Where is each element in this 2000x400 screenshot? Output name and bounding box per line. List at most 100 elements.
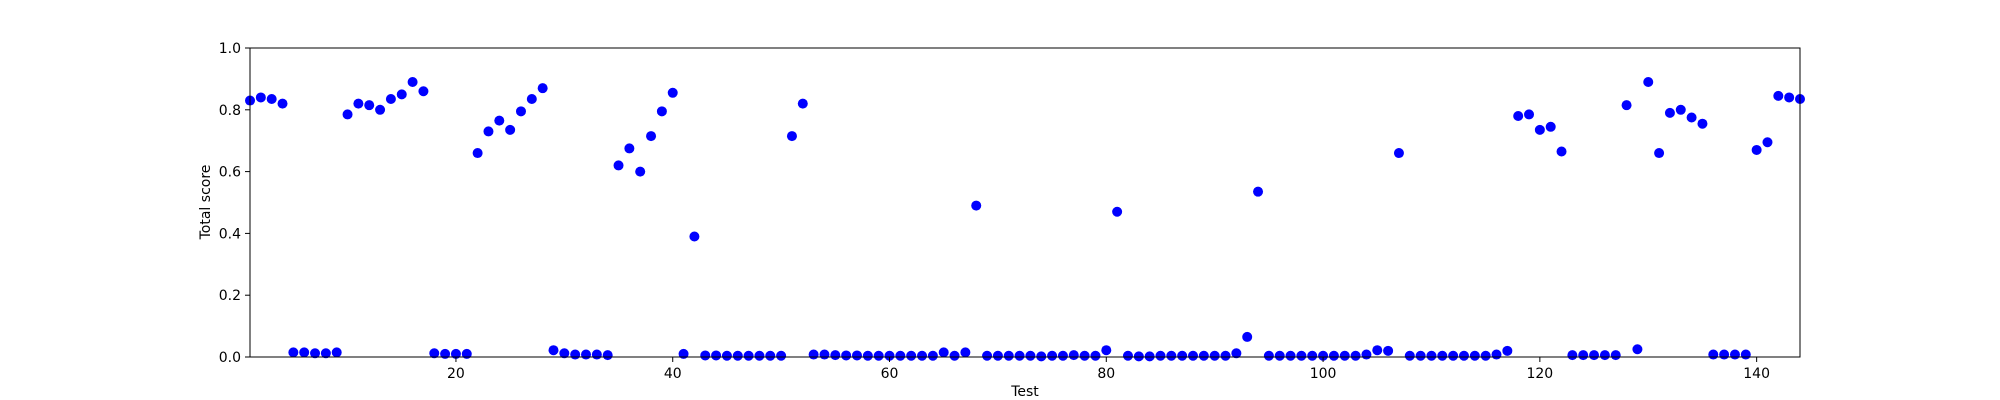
data-point (1448, 350, 1459, 361)
data-point (1415, 350, 1426, 361)
y-tick-label: 0.6 (219, 165, 241, 181)
data-point (494, 115, 505, 126)
data-point (320, 348, 331, 359)
data-point (1155, 350, 1166, 361)
data-point (1318, 350, 1329, 361)
data-point (1404, 350, 1415, 361)
data-point (841, 350, 852, 361)
y-tick-label: 0.0 (219, 350, 241, 366)
data-point (992, 350, 1003, 361)
data-point (949, 350, 960, 361)
data-point (1740, 349, 1751, 360)
data-point (960, 347, 971, 358)
x-tick-label: 60 (881, 366, 899, 382)
data-point (1664, 107, 1675, 118)
data-point (938, 347, 949, 358)
x-axis-label: Test (1010, 384, 1039, 400)
data-point (743, 350, 754, 361)
data-point (591, 349, 602, 360)
data-point (862, 350, 873, 361)
y-tick-label: 0.2 (219, 288, 241, 304)
data-point (1621, 100, 1632, 111)
data-point (299, 347, 310, 358)
data-point (1144, 351, 1155, 362)
data-point (1708, 349, 1719, 360)
y-tick-label: 0.4 (219, 226, 241, 242)
data-point (917, 350, 928, 361)
data-point (1079, 350, 1090, 361)
data-point (808, 349, 819, 360)
data-point (266, 93, 277, 104)
data-point (754, 350, 765, 361)
data-point (765, 350, 776, 361)
data-point (1068, 350, 1079, 361)
data-point (1534, 124, 1545, 135)
x-tick-label: 140 (1743, 366, 1770, 382)
data-point (288, 347, 299, 358)
data-point (819, 349, 830, 360)
data-point (1762, 137, 1773, 148)
data-point (689, 231, 700, 242)
data-point (732, 350, 743, 361)
data-point (310, 348, 321, 359)
data-point (472, 148, 483, 159)
data-point (1263, 350, 1274, 361)
data-point (927, 350, 938, 361)
data-point (1133, 351, 1144, 362)
data-point (505, 124, 516, 135)
data-point (537, 83, 548, 94)
data-point (1513, 110, 1524, 121)
data-point (830, 350, 841, 361)
data-point (1426, 350, 1437, 361)
data-point (1437, 350, 1448, 361)
data-point (1057, 350, 1068, 361)
data-point (1751, 144, 1762, 155)
data-point (971, 200, 982, 211)
data-point (385, 93, 396, 104)
data-point (1003, 350, 1014, 361)
data-point (1177, 350, 1188, 361)
data-point (1632, 344, 1643, 355)
data-point (1491, 349, 1502, 360)
data-point (613, 160, 624, 171)
data-point (906, 350, 917, 361)
data-point (884, 350, 895, 361)
data-point (873, 350, 884, 361)
data-point (548, 345, 559, 356)
data-point (602, 350, 613, 361)
data-point (364, 100, 375, 111)
data-point (375, 104, 386, 115)
data-point (342, 109, 353, 120)
data-point (678, 348, 689, 359)
data-point (786, 131, 797, 142)
data-point (1274, 350, 1285, 361)
data-point (255, 92, 266, 103)
data-point (1675, 104, 1686, 115)
data-point (559, 348, 570, 359)
data-point (1307, 350, 1318, 361)
data-point (1469, 350, 1480, 361)
data-point (1296, 350, 1307, 361)
data-point (1556, 146, 1567, 157)
data-point (418, 86, 429, 97)
data-point (1393, 148, 1404, 159)
data-point (450, 348, 461, 359)
data-point (1253, 186, 1264, 197)
data-point (1112, 206, 1123, 217)
data-point (1122, 350, 1133, 361)
data-point (1599, 350, 1610, 361)
data-point (1589, 350, 1600, 361)
data-point (1729, 349, 1740, 360)
data-point (407, 76, 418, 87)
data-point (1209, 350, 1220, 361)
data-point (440, 348, 451, 359)
data-point (1361, 349, 1372, 360)
data-point (1101, 345, 1112, 356)
data-point (797, 98, 808, 109)
data-point (1773, 90, 1784, 101)
data-point (515, 106, 526, 117)
data-point (700, 350, 711, 361)
x-tick-label: 120 (1526, 366, 1553, 382)
data-point (711, 350, 722, 361)
